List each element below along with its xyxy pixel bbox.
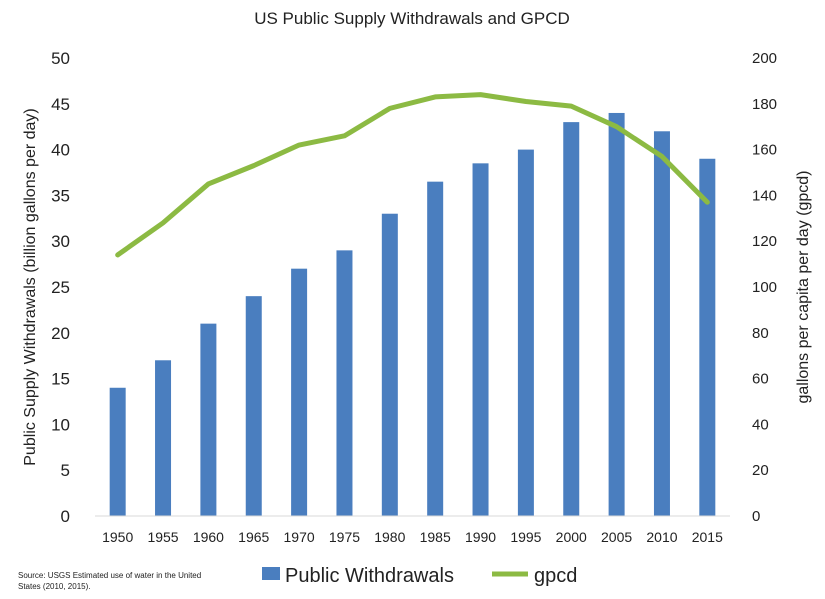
gpcd-line bbox=[115, 92, 710, 258]
x-tick-label: 1975 bbox=[329, 529, 360, 545]
y2-tick-label: 180 bbox=[752, 96, 777, 113]
y2-tick-label: 40 bbox=[752, 416, 769, 433]
bar-1960 bbox=[200, 323, 217, 516]
x-tick-label: 1990 bbox=[465, 529, 496, 545]
y-tick-label: 45 bbox=[51, 95, 70, 114]
bar-2010 bbox=[653, 131, 670, 516]
legend-label-gpcd: gpcd bbox=[534, 565, 577, 587]
x-axis-ticks: 1950 1955 1960 1965 1970 1975 1980 1985 1990 1995… bbox=[102, 529, 723, 545]
legend: Public Withdrawals gpcd bbox=[262, 565, 577, 587]
x-tick-label: 1960 bbox=[193, 529, 224, 545]
y-axis-ticks: 0 5 10 15 20 25 30 35 40 45 50 bbox=[51, 49, 70, 526]
x-tick-label: 1995 bbox=[510, 529, 541, 545]
y2-tick-label: 100 bbox=[752, 279, 777, 296]
y-tick-label: 35 bbox=[51, 186, 70, 205]
x-tick-label: 2015 bbox=[692, 529, 723, 545]
y-tick-label: 30 bbox=[51, 232, 70, 251]
line-series bbox=[115, 92, 710, 258]
bar-1985 bbox=[427, 181, 444, 516]
y-axis-label: Public Supply Withdrawals (billion gallo… bbox=[22, 108, 39, 466]
bar-1980 bbox=[381, 213, 398, 516]
x-tick-label: 2000 bbox=[556, 529, 587, 545]
x-tick-label: 1970 bbox=[284, 529, 315, 545]
y2-axis-label: gallons per capita per day (gpcd) bbox=[795, 170, 812, 403]
y-tick-label: 20 bbox=[51, 324, 70, 343]
bar-series bbox=[109, 112, 716, 517]
y-tick-label: 5 bbox=[61, 461, 70, 480]
chart-title: US Public Supply Withdrawals and GPCD bbox=[254, 9, 570, 28]
bar-1955 bbox=[155, 360, 172, 516]
y2-tick-label: 60 bbox=[752, 371, 769, 388]
y2-tick-label: 0 bbox=[752, 508, 760, 525]
y2-tick-label: 160 bbox=[752, 142, 777, 159]
source-note: Source: USGS Estimated use of water in t… bbox=[18, 571, 201, 591]
source-line-2: States (2010, 2015). bbox=[18, 582, 91, 591]
y2-axis-ticks: 0 20 40 60 80 100 120 140 160 180 200 bbox=[752, 50, 777, 525]
x-tick-label: 1985 bbox=[420, 529, 451, 545]
legend-label-withdrawals: Public Withdrawals bbox=[285, 565, 454, 587]
bar-2000 bbox=[563, 122, 580, 517]
x-tick-label: 2010 bbox=[646, 529, 677, 545]
y2-tick-label: 120 bbox=[752, 233, 777, 250]
x-tick-label: 2005 bbox=[601, 529, 632, 545]
x-tick-label: 1980 bbox=[374, 529, 405, 545]
bar-1990 bbox=[472, 163, 489, 516]
bar-1965 bbox=[245, 296, 262, 516]
bar-1950 bbox=[109, 387, 126, 516]
bar-2015 bbox=[699, 158, 716, 516]
x-tick-label: 1950 bbox=[102, 529, 133, 545]
bar-1995 bbox=[517, 149, 534, 516]
y-tick-label: 15 bbox=[51, 370, 70, 389]
bar-1970 bbox=[291, 268, 308, 516]
y2-tick-label: 80 bbox=[752, 325, 769, 342]
x-tick-label: 1955 bbox=[147, 529, 178, 545]
y-tick-label: 50 bbox=[51, 49, 70, 68]
bar-2005 bbox=[608, 112, 625, 517]
x-tick-label: 1965 bbox=[238, 529, 269, 545]
y2-tick-label: 200 bbox=[752, 50, 777, 67]
y2-tick-label: 20 bbox=[752, 462, 769, 479]
legend-bar-swatch bbox=[262, 567, 280, 580]
source-line-1: Source: USGS Estimated use of water in t… bbox=[18, 571, 201, 580]
y-tick-label: 10 bbox=[51, 415, 70, 434]
y2-tick-label: 140 bbox=[752, 187, 777, 204]
y-tick-label: 40 bbox=[51, 141, 70, 160]
bar-1975 bbox=[336, 250, 353, 517]
y-tick-label: 25 bbox=[51, 278, 70, 297]
y-tick-label: 0 bbox=[61, 507, 70, 526]
